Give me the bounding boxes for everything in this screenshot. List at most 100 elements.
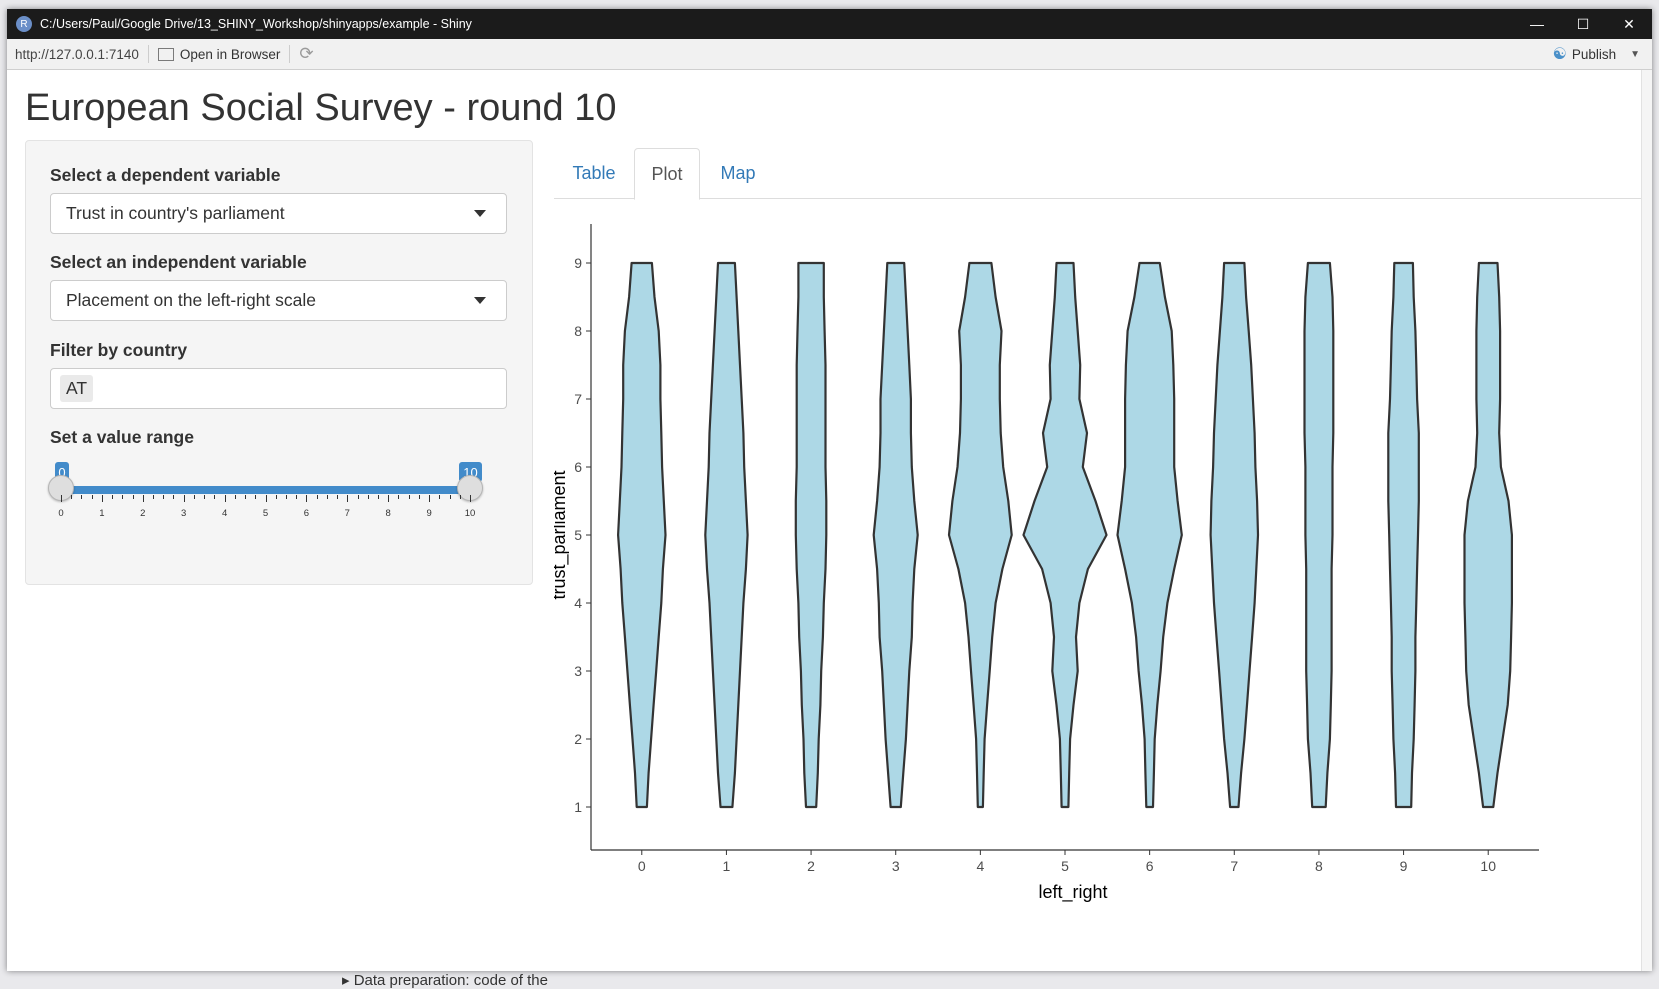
slider-tick-mark — [296, 495, 298, 499]
sidebar-panel: Select a dependent variable Trust in cou… — [25, 140, 533, 585]
slider-max-handle[interactable] — [457, 475, 483, 501]
y-axis-title: trust_parliament — [554, 470, 570, 599]
viewer-toolbar: http://127.0.0.1:7140 Open in Browser ⟳ … — [7, 39, 1652, 70]
slider-tick-mark — [470, 495, 471, 502]
maximize-icon[interactable]: ☐ — [1576, 15, 1590, 32]
slider-tick-mark — [81, 495, 83, 499]
r-app-icon: R — [16, 16, 32, 32]
publish-label: Publish — [1571, 46, 1617, 62]
x-tick-label: 2 — [807, 858, 815, 874]
violin-0 — [617, 261, 667, 809]
close-icon[interactable]: ✕ — [1623, 15, 1635, 32]
violin-6 — [1116, 261, 1183, 809]
y-tick-label: 7 — [574, 391, 582, 407]
slider-tick-mark — [255, 495, 257, 499]
open-in-browser-label: Open in Browser — [179, 46, 281, 62]
open-browser-icon — [157, 47, 174, 61]
violin-7 — [1209, 261, 1260, 809]
violin-3 — [872, 261, 919, 809]
chevron-down-icon[interactable]: ▼ — [1630, 48, 1640, 60]
slider-tick-label: 4 — [221, 508, 228, 519]
violin-4 — [947, 261, 1013, 809]
vertical-scrollbar[interactable] — [1641, 70, 1652, 971]
slider-tick-mark — [204, 495, 206, 499]
slider-tick-mark — [193, 495, 195, 499]
slider-tick-mark — [377, 495, 379, 499]
slider-tick-mark — [245, 495, 247, 499]
slider-tick-mark — [234, 495, 236, 499]
violin-1 — [704, 261, 749, 809]
slider-tick-mark — [224, 495, 226, 502]
dependent-variable-value: Trust in country's parliament — [66, 203, 285, 223]
slider-track[interactable] — [62, 486, 471, 494]
dependent-variable-label: Select a dependent variable — [50, 165, 281, 185]
slider-tick-mark — [306, 495, 308, 502]
tab-map[interactable]: Map — [720, 163, 756, 183]
slider-tick-mark — [122, 495, 124, 499]
independent-variable-select[interactable]: Placement on the left-right scale — [50, 280, 507, 321]
toolbar-separator — [289, 45, 291, 63]
slider-tick-label: 8 — [385, 508, 391, 519]
slider-tick-label: 3 — [181, 508, 187, 519]
country-filter-input[interactable]: AT — [50, 368, 507, 409]
x-tick-label: 0 — [638, 858, 646, 874]
slider-tick-label: 10 — [464, 508, 476, 519]
url-display[interactable]: http://127.0.0.1:7140 — [15, 46, 139, 62]
slider-tick-mark — [183, 495, 185, 502]
y-tick-label: 1 — [574, 799, 582, 815]
dropdown-caret-icon — [474, 297, 486, 304]
violin-8 — [1303, 261, 1335, 809]
dropdown-caret-icon — [474, 210, 486, 217]
violin-9 — [1387, 261, 1420, 809]
open-in-browser-button[interactable]: Open in Browser — [157, 46, 281, 62]
publish-icon: ☯ — [1552, 46, 1567, 63]
page-title: European Social Survey - round 10 — [25, 87, 617, 129]
slider-tick-mark — [398, 495, 400, 499]
y-tick-label: 9 — [574, 255, 582, 271]
x-tick-label: 7 — [1230, 858, 1238, 874]
slider-tick-label: 5 — [262, 508, 269, 519]
slider-tick-mark — [367, 495, 369, 499]
slider-tick-mark — [214, 495, 216, 499]
violin-5 — [1022, 261, 1108, 809]
y-tick-label: 4 — [574, 595, 582, 611]
country-chip[interactable]: AT — [60, 375, 94, 402]
slider-tick-mark — [153, 495, 155, 499]
x-tick-label: 1 — [723, 858, 731, 874]
slider-tick-mark — [326, 495, 328, 499]
violin-10 — [1463, 261, 1513, 809]
slider-tick-mark — [357, 495, 359, 499]
slider-tick-mark — [61, 495, 62, 502]
slider-tick-mark — [429, 495, 431, 502]
slider-tick-mark — [71, 495, 73, 499]
slider-tick-mark — [388, 495, 390, 502]
slider-tick-label: 0 — [58, 508, 64, 519]
x-tick-label: 6 — [1146, 858, 1154, 874]
independent-variable-label: Select an independent variable — [50, 252, 307, 272]
slider-tick-mark — [439, 495, 441, 499]
publish-button[interactable]: ☯ Publish ▼ — [1552, 39, 1640, 69]
y-tick-label: 8 — [574, 323, 582, 339]
y-tick-label: 2 — [574, 731, 582, 747]
x-tick-label: 9 — [1400, 858, 1408, 874]
minimize-icon[interactable]: — — [1530, 16, 1544, 32]
slider-tick-label: 9 — [426, 508, 432, 519]
slider-tick-mark — [408, 495, 410, 499]
tab-table[interactable]: Table — [572, 163, 616, 183]
slider-tick-mark — [91, 495, 93, 499]
slider-tick-mark — [265, 495, 267, 502]
slider-tick-mark — [459, 495, 461, 499]
violin-2 — [794, 261, 828, 809]
slider-tick-mark — [449, 495, 451, 499]
country-filter-label: Filter by country — [50, 340, 188, 360]
dependent-variable-select[interactable]: Trust in country's parliament — [50, 193, 507, 234]
refresh-icon[interactable]: ⟳ — [299, 44, 314, 63]
x-tick-label: 3 — [892, 858, 900, 874]
x-tick-label: 10 — [1480, 858, 1496, 874]
violin-plot: 1 2 3 4 5 6 7 8 9 0 1 2 3 4 5 6 7 8 9 10 left_right trust_par… — [554, 224, 1539, 903]
independent-variable-value: Placement on the left-right scale — [66, 290, 316, 310]
slider-tick-mark — [337, 495, 339, 499]
x-tick-label: 4 — [976, 858, 984, 874]
y-tick-label: 5 — [574, 527, 582, 543]
tab-plot[interactable]: Plot — [634, 148, 700, 200]
